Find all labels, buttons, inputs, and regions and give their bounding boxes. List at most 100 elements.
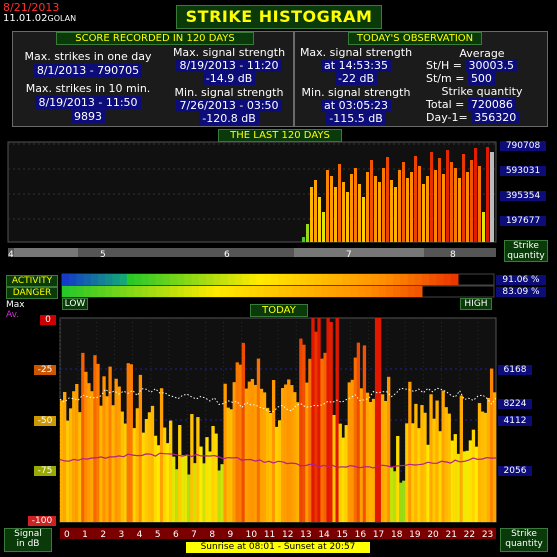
month-highlight <box>14 248 78 257</box>
today-bar <box>90 391 94 522</box>
today-bar <box>278 420 282 522</box>
today-bar <box>69 408 73 522</box>
hour-label: 9 <box>228 530 234 540</box>
danger-meter-fill <box>407 286 416 297</box>
danger-meter-fill <box>177 286 185 297</box>
today-bar <box>465 450 470 522</box>
danger-meter-fill <box>364 286 373 297</box>
danger-meter-fill <box>191 286 200 297</box>
today-bar <box>87 383 91 522</box>
last120-bar <box>370 160 373 242</box>
danger-meter-fill <box>98 286 106 297</box>
today-bar <box>238 364 242 522</box>
today-bar <box>323 352 327 522</box>
last120-bar <box>486 147 489 242</box>
high-label: HIGH <box>460 298 492 310</box>
today-bar <box>311 318 315 522</box>
today-bar <box>274 426 279 522</box>
danger-meter-fill <box>263 286 272 297</box>
activity-meter-fill <box>342 274 351 285</box>
today-bar <box>150 405 155 522</box>
today-bar <box>450 440 454 522</box>
month-label-6: 6 <box>224 250 230 260</box>
hour-label: 2 <box>100 530 106 540</box>
today-bar <box>63 392 67 522</box>
today-bar <box>93 355 97 522</box>
today-bar <box>362 345 367 522</box>
activity-meter-fill <box>119 274 128 285</box>
today-bar <box>159 388 164 522</box>
score-section-title: SCORE RECORDED IN 120 DAYS <box>56 32 254 45</box>
today-bar <box>153 435 158 522</box>
hour-label: 19 <box>409 530 421 540</box>
today-bar <box>256 358 261 522</box>
today-bar <box>483 412 488 522</box>
today-min-signal-label: Min. signal strength <box>301 86 411 99</box>
today-bar <box>268 412 273 522</box>
sth-label: St/H = <box>426 59 462 72</box>
total-label: Total = <box>426 98 465 111</box>
danger-meter-fill <box>62 286 70 297</box>
today-bar <box>169 420 173 522</box>
danger-meter-fill <box>141 286 149 297</box>
today-bar <box>368 402 373 522</box>
danger-meter-fill <box>335 286 344 297</box>
activity-meter-fill <box>141 274 149 285</box>
activity-meter-fill <box>314 274 322 285</box>
activity-meter-fill <box>105 274 113 285</box>
last120-bar <box>362 197 365 242</box>
today-bar <box>486 397 491 522</box>
today-bar <box>474 446 479 522</box>
today-max-signal-value: -22 dB <box>335 72 377 85</box>
last120-bar <box>470 160 473 242</box>
danger-meter-fill <box>126 286 135 297</box>
activity-meter-fill <box>162 274 171 285</box>
danger-meter-fill <box>198 286 207 297</box>
low-label: LOW <box>62 298 88 310</box>
danger-meter-fill <box>227 286 236 297</box>
last120-right-label-1: Strike <box>513 241 539 251</box>
activity-meter-fill <box>263 274 272 285</box>
today-bar <box>293 392 297 522</box>
activity-meter-fill <box>285 274 293 285</box>
today-bar <box>281 387 285 522</box>
today-bar <box>402 480 406 522</box>
today-bar <box>317 318 321 522</box>
today-bar <box>489 368 494 522</box>
today-bar <box>99 405 103 522</box>
danger-meter-fill <box>83 286 92 297</box>
month-highlight <box>294 248 424 257</box>
today-bar <box>447 413 451 522</box>
today-bar <box>232 382 236 522</box>
activity-meter-fill <box>256 274 265 285</box>
current-date: 8/21/2013 <box>3 1 60 14</box>
today-bar <box>365 392 370 522</box>
today-bar <box>208 451 212 522</box>
today-bar <box>492 392 497 522</box>
today-bar <box>329 322 333 522</box>
activity-meter-fill <box>220 274 229 285</box>
danger-meter-fill <box>234 286 243 297</box>
day1-value: 356320 <box>471 111 520 124</box>
today-bar <box>120 411 124 522</box>
today-bar <box>117 386 121 522</box>
today-bar <box>387 376 391 522</box>
today-bar <box>456 453 460 522</box>
last120-bar <box>366 172 369 242</box>
today-bar <box>60 400 64 522</box>
today-bar <box>480 411 485 522</box>
month-label-5: 5 <box>100 250 106 260</box>
activity-meter-fill <box>429 274 437 285</box>
hour-label: 7 <box>191 530 197 540</box>
last120-bar <box>410 172 413 242</box>
sth-value: 30003.5 <box>465 59 517 72</box>
today-bar <box>441 390 445 522</box>
last120-bar <box>310 187 313 242</box>
danger-meter-fill <box>206 286 214 297</box>
today-bar <box>314 331 318 522</box>
today-bar <box>250 378 255 522</box>
sun-times: Sunrise at 08:01 - Sunset at 20:57 <box>186 542 370 553</box>
danger-meter-fill <box>162 286 171 297</box>
last120-bar <box>446 150 449 242</box>
hour-label: 21 <box>446 530 457 540</box>
